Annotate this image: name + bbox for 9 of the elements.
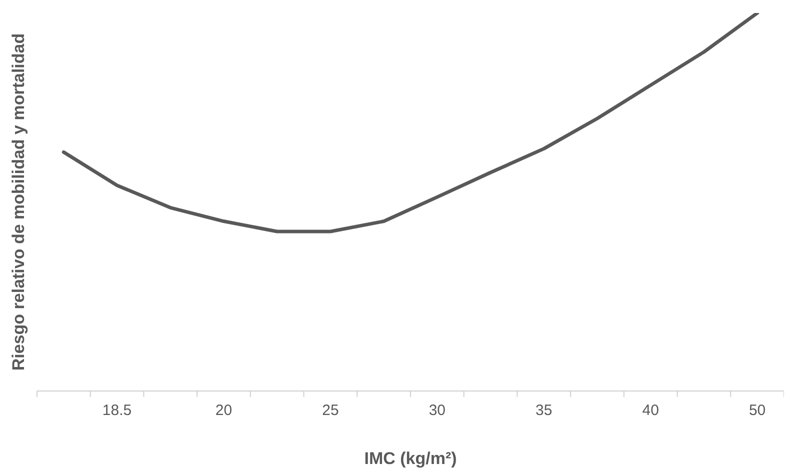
x-tick-label: 40 bbox=[642, 402, 659, 419]
x-tick-label: 30 bbox=[428, 402, 446, 419]
x-tick-label: 20 bbox=[215, 402, 232, 419]
x-tick-label: 35 bbox=[536, 402, 552, 419]
x-tick-label: 25 bbox=[322, 402, 339, 419]
y-axis-title: Riesgo relativo de mobilidad y mortalidad bbox=[9, 33, 28, 371]
x-tick-label: 18.5 bbox=[102, 402, 132, 419]
x-tick-label: 50 bbox=[748, 402, 766, 419]
x-axis-title: IMC (kg/m²) bbox=[364, 449, 457, 468]
